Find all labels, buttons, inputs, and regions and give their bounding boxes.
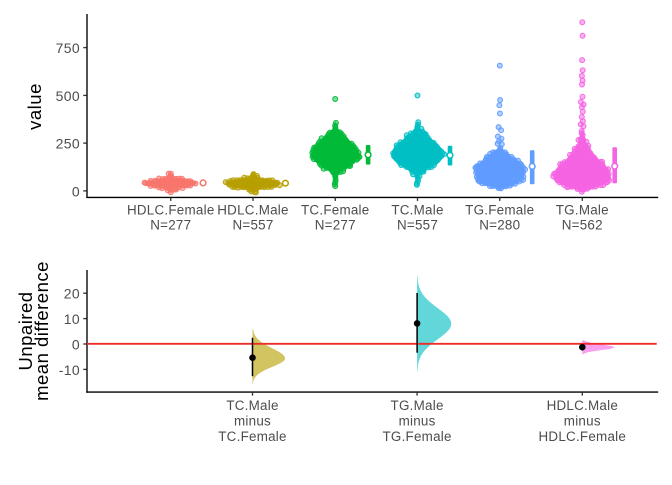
svg-text:0: 0 xyxy=(72,183,80,199)
svg-text:HDLC.Male: HDLC.Male xyxy=(547,398,618,413)
svg-text:N=280: N=280 xyxy=(479,217,520,232)
svg-text:HDLC.Female: HDLC.Female xyxy=(539,429,627,444)
svg-text:minus: minus xyxy=(234,413,271,428)
svg-text:-10: -10 xyxy=(59,362,80,378)
svg-text:minus: minus xyxy=(399,413,436,428)
svg-text:mean difference: mean difference xyxy=(31,261,52,401)
svg-text:0: 0 xyxy=(72,336,80,352)
svg-text:750: 750 xyxy=(56,40,80,56)
svg-text:500: 500 xyxy=(56,88,80,104)
svg-text:TG.Female: TG.Female xyxy=(465,203,534,218)
svg-text:HDLC.Male: HDLC.Male xyxy=(217,203,288,218)
svg-text:Unpaired: Unpaired xyxy=(15,291,36,370)
svg-text:TG.Female: TG.Female xyxy=(382,429,451,444)
svg-text:10: 10 xyxy=(64,311,80,327)
svg-text:N=557: N=557 xyxy=(397,217,438,232)
svg-text:N=562: N=562 xyxy=(562,217,603,232)
svg-text:TG.Male: TG.Male xyxy=(556,203,609,218)
svg-text:TC.Female: TC.Female xyxy=(218,429,286,444)
svg-text:TC.Male: TC.Male xyxy=(391,203,443,218)
svg-text:20: 20 xyxy=(64,286,80,302)
svg-text:N=557: N=557 xyxy=(232,217,273,232)
svg-text:N=277: N=277 xyxy=(315,217,356,232)
svg-text:HDLC.Female: HDLC.Female xyxy=(127,203,215,218)
svg-text:value: value xyxy=(24,83,45,130)
svg-text:TC.Male: TC.Male xyxy=(226,398,278,413)
svg-text:minus: minus xyxy=(564,413,601,428)
svg-text:N=277: N=277 xyxy=(150,217,191,232)
svg-text:TC.Female: TC.Female xyxy=(301,203,369,218)
svg-text:250: 250 xyxy=(56,136,80,152)
svg-text:TG.Male: TG.Male xyxy=(391,398,444,413)
